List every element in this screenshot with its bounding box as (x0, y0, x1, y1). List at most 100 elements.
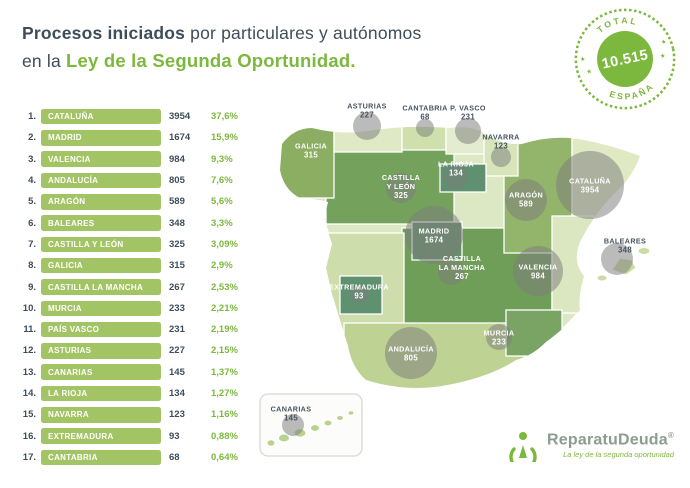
map-region-name: LA RIOJA (438, 160, 474, 169)
canary-island (266, 439, 276, 447)
ranking-row: 10. MURCIA 233 2,21% (12, 298, 238, 319)
map-region-value: 123 (494, 142, 508, 151)
region-value: 227 (169, 345, 185, 357)
rank-number: 8. (28, 260, 36, 272)
region-value: 315 (169, 260, 185, 272)
region-bar: ASTURIAS (41, 343, 161, 359)
region-bar: LA RIOJA (41, 385, 161, 402)
map-region-value: 589 (519, 200, 533, 209)
region-percent: 5,6% (211, 196, 233, 208)
rank-number: 4. (28, 175, 36, 187)
region-bubble (455, 118, 481, 144)
region-bar-label: CASTILLA Y LEÓN (48, 239, 124, 249)
menorca-island (637, 247, 651, 255)
map-region-name: ASTURIAS (347, 102, 387, 111)
region-bar: MADRID (41, 130, 161, 146)
ranking-row: 15. NAVARRA 123 1,16% (12, 404, 238, 425)
region-bar-label: VALENCIA (48, 154, 91, 164)
brand-name: ReparatuDeuda® (547, 430, 674, 449)
rank-number: 6. (28, 217, 36, 229)
star-icon: ★ (586, 68, 593, 76)
region-bar-label: ASTURIAS (48, 346, 92, 356)
ranking-row: 3. VALENCIA 984 9,3% (12, 149, 238, 170)
map-region-value: 3954 (581, 186, 600, 195)
map-region-value: 325 (394, 191, 408, 200)
map-region-name: BALEARES (604, 237, 646, 246)
ranking-row: 11. PAÍS VASCO 231 2,19% (12, 319, 238, 340)
rank-number: 15. (22, 409, 36, 421)
canarias-inset-box (259, 393, 363, 457)
star-icon: ★ (659, 52, 666, 60)
region-bar-label: LA RIOJA (48, 389, 88, 398)
ranking-row: 14. LA RIOJA 134 1,27% (12, 383, 238, 404)
region-bar: PAÍS VASCO (41, 321, 161, 338)
reparatu-deuda-logo: ReparatuDeuda® La ley de la segunda opor… (506, 428, 674, 462)
star-icon: ★ (579, 56, 586, 64)
map-region-value: 984 (531, 272, 545, 281)
map-region-name: ARAGÓN (509, 191, 543, 200)
ranking-row: 7. CASTILLA Y LEÓN 325 3,09% (12, 234, 238, 255)
region-bar: CATALUÑA (41, 108, 161, 125)
region-bubble (385, 327, 437, 379)
region-bar-label: CASTILLA LA MANCHA (48, 282, 144, 292)
region-bar-label: CANTABRIA (48, 452, 98, 462)
region-bubble (513, 246, 563, 296)
rank-number: 14. (22, 388, 36, 399)
canary-island (278, 433, 290, 443)
region-percent: 9,3% (211, 153, 233, 165)
canary-island (336, 414, 344, 422)
region-percent: 2,19% (211, 324, 238, 336)
region-value: 805 (169, 175, 185, 187)
region-percent: 15,9% (211, 132, 238, 144)
rank-number: 2. (28, 132, 36, 144)
region-bubble (491, 147, 511, 167)
map-region-name: CANTABRIA (402, 104, 447, 113)
canary-island (310, 424, 320, 432)
region-bar: ANDALUCÍA (41, 172, 161, 189)
region-percent: 0,88% (211, 430, 238, 442)
map-region-name: MURCIA (484, 329, 515, 338)
region-bar: MURCIA (41, 300, 161, 317)
map-region-name: MADRID (419, 227, 450, 236)
rank-number: 7. (28, 238, 36, 250)
region-percent: 3,09% (211, 238, 238, 250)
region-value: 267 (169, 281, 185, 293)
region-bar: CANARIAS (41, 364, 161, 380)
region-value: 325 (169, 238, 185, 250)
rank-number: 1. (28, 111, 36, 123)
map-region-value: 231 (461, 113, 475, 122)
region-shape (280, 126, 335, 199)
region-bar-label: NAVARRA (48, 410, 89, 420)
map-region-value: 348 (618, 246, 632, 255)
map-region-name: CASTILLA (382, 173, 420, 182)
map-region-value: 145 (284, 414, 298, 423)
region-bar-label: EXTREMADURA (48, 431, 114, 441)
region-bar: CASTILLA LA MANCHA (41, 279, 161, 295)
region-percent: 0,64% (211, 451, 238, 463)
rank-number: 13. (22, 366, 36, 378)
region-bar: ARAGÓN (41, 194, 161, 210)
ranking-row: 16. EXTREMADURA 93 0,88% (12, 425, 238, 446)
map-region-name: CATALUÑA (569, 177, 611, 186)
map-region-name: CASTILLA (443, 254, 481, 263)
region-bubble (405, 206, 463, 264)
region-value: 231 (169, 324, 185, 336)
region-value: 145 (169, 366, 185, 378)
region-percent: 2,21% (211, 302, 238, 314)
map-region-name: EXTREMADURA (329, 283, 389, 292)
rank-number: 11. (23, 324, 36, 336)
region-bar: CANTABRIA (41, 449, 161, 466)
region-value: 93 (169, 430, 180, 442)
rank-number: 17. (22, 451, 36, 463)
